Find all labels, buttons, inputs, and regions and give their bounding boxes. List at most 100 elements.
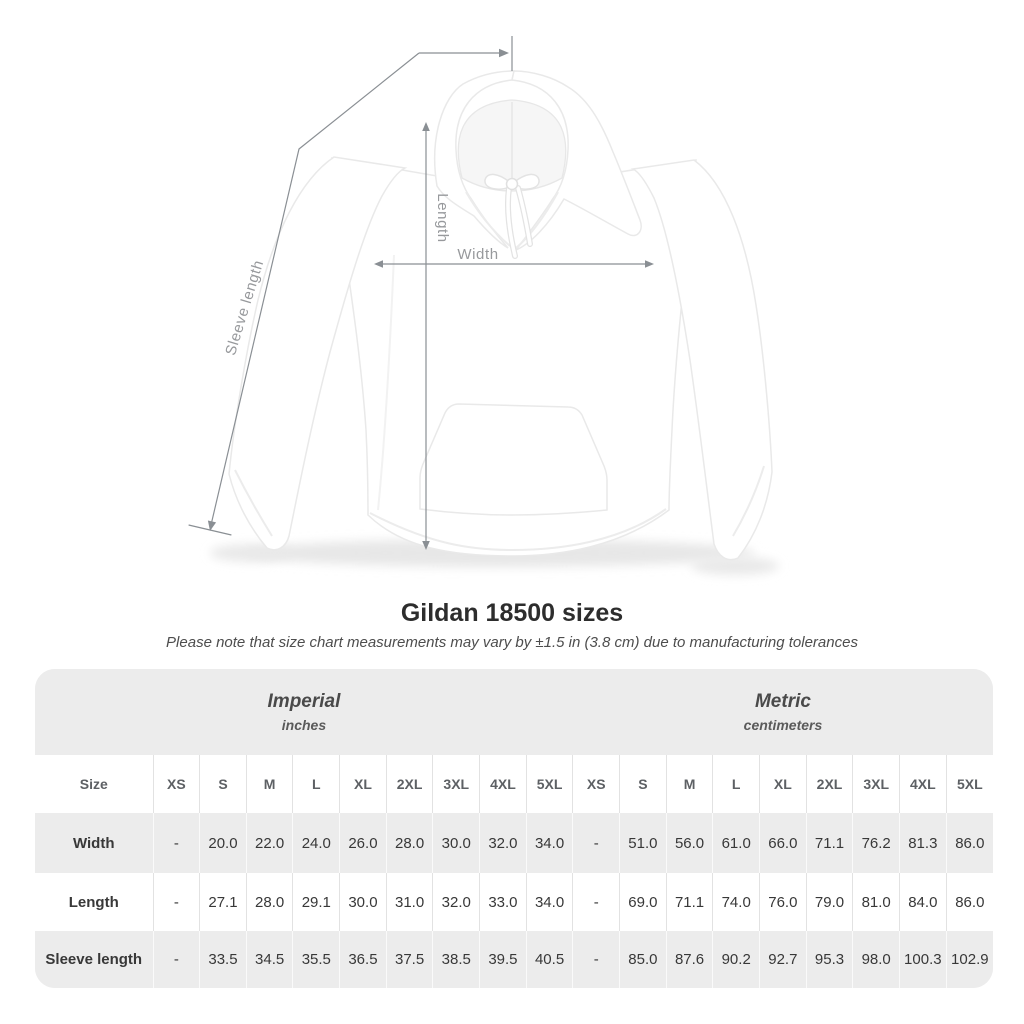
table-cell: 61.0 — [712, 813, 760, 873]
hood-rim-right — [515, 191, 559, 249]
size-col-header: 4XL — [899, 755, 947, 813]
table-cell: 102.9 — [945, 931, 993, 988]
table-cell: 33.5 — [199, 931, 247, 988]
table-cell: 74.0 — [712, 873, 760, 931]
size-table-container: Imperial inches Metric centimeters Size … — [35, 669, 993, 988]
table-cell: 31.0 — [385, 873, 433, 931]
table-cell: 37.5 — [385, 931, 433, 988]
size-col-header: S — [619, 755, 667, 813]
table-cell: 84.0 — [899, 873, 947, 931]
length-arrow — [422, 122, 430, 550]
table-cell: 100.3 — [899, 931, 947, 988]
hood-right-flap — [511, 70, 642, 252]
size-col-header: XS — [572, 755, 620, 813]
table-cell: 38.5 — [432, 931, 480, 988]
table-cell: 87.6 — [665, 931, 713, 988]
hoodie-measurement-diagram: Sleeve length Length Width — [188, 36, 779, 575]
hoodie-illustration — [228, 70, 773, 561]
table-cell: - — [152, 813, 200, 873]
size-table: Imperial inches Metric centimeters Size … — [35, 669, 993, 988]
table-cell: - — [152, 931, 200, 988]
size-col-header: L — [292, 755, 340, 813]
tolerance-note: Please note that size chart measurements… — [166, 634, 858, 651]
table-cell: 30.0 — [339, 873, 387, 931]
table-cell: - — [572, 931, 620, 988]
kangaroo-pocket — [419, 403, 608, 516]
table-cell: 34.0 — [525, 873, 573, 931]
hood-left-flap — [433, 70, 515, 249]
table-cell: 34.0 — [525, 813, 573, 873]
right-sleeve — [630, 159, 773, 561]
table-cell: 20.0 — [199, 813, 247, 873]
table-cell: 36.5 — [339, 931, 387, 988]
unit-header-imperial: Imperial inches — [35, 669, 573, 755]
table-cell: 26.0 — [339, 813, 387, 873]
table-cell: 32.0 — [479, 813, 527, 873]
row-label-sleeve-length: Sleeve length — [45, 951, 143, 968]
size-col-header: XL — [759, 755, 807, 813]
table-cell: 33.0 — [479, 873, 527, 931]
table-cell: 39.5 — [479, 931, 527, 988]
width-label: Width — [457, 246, 498, 263]
table-cell: 79.0 — [805, 873, 853, 931]
hem-seam — [369, 508, 667, 552]
table-cell: 56.0 — [665, 813, 713, 873]
size-col-header: M — [665, 755, 713, 813]
size-col-header: 5XL — [525, 755, 573, 813]
table-cell: 92.7 — [759, 931, 807, 988]
table-cell: 28.0 — [385, 813, 433, 873]
table-cell: 22.0 — [245, 813, 293, 873]
metric-title: Metric — [754, 691, 811, 712]
table-cell: 98.0 — [852, 931, 900, 988]
size-col-header: 2XL — [805, 755, 853, 813]
unit-header-metric: Metric centimeters — [572, 669, 993, 755]
row-label-length: Length — [68, 893, 119, 911]
size-header-row: Size XS S M L XL 2XL 3XL 4XL 5XL XS S M … — [35, 755, 993, 813]
table-cell: 28.0 — [245, 873, 293, 931]
size-col-header: 5XL — [945, 755, 993, 813]
table-cell: 51.0 — [619, 813, 667, 873]
table-cell: - — [152, 873, 200, 931]
length-label: Length — [434, 193, 451, 242]
size-col-header: 3XL — [432, 755, 480, 813]
sleeve-length-arrow — [188, 36, 513, 536]
page-title: Gildan 18500 sizes — [400, 599, 624, 627]
table-cell: 86.0 — [945, 873, 993, 931]
right-cuff-seam — [732, 465, 765, 537]
size-col-header: XS — [152, 755, 200, 813]
size-col-header: 3XL — [852, 755, 900, 813]
table-cell: 27.1 — [199, 873, 247, 931]
table-cell: 69.0 — [619, 873, 667, 931]
size-col-header: XL — [339, 755, 387, 813]
size-col-header: M — [245, 755, 293, 813]
size-col-header: S — [199, 755, 247, 813]
imperial-subtitle: inches — [281, 717, 327, 733]
drawstring-bow — [484, 173, 540, 259]
table-cell: 32.0 — [432, 873, 480, 931]
table-row-sleeve-length: Sleeve length - 33.5 34.5 35.5 36.5 37.5… — [35, 931, 993, 988]
table-cell: 81.3 — [899, 813, 947, 873]
table-cell: 66.0 — [759, 813, 807, 873]
size-header-label: Size — [79, 776, 108, 792]
table-cell: - — [572, 813, 620, 873]
row-label-width: Width — [72, 834, 115, 852]
width-arrow — [374, 260, 654, 268]
hood-rim-left — [465, 191, 511, 247]
table-cell: 40.5 — [525, 931, 573, 988]
table-cell: 86.0 — [945, 813, 993, 873]
table-cell: 76.0 — [759, 873, 807, 931]
imperial-title: Imperial — [267, 691, 341, 712]
metric-subtitle: centimeters — [743, 717, 823, 733]
table-cell: 81.0 — [852, 873, 900, 931]
left-cuff-seam — [234, 469, 273, 537]
size-col-header: 2XL — [385, 755, 433, 813]
size-col-header: 4XL — [479, 755, 527, 813]
table-cell: 29.1 — [292, 873, 340, 931]
table-cell: 85.0 — [619, 931, 667, 988]
table-cell: 30.0 — [432, 813, 480, 873]
table-cell: 76.2 — [852, 813, 900, 873]
table-cell: 95.3 — [805, 931, 853, 988]
table-row-width: Width - 20.0 22.0 24.0 26.0 28.0 30.0 32… — [35, 813, 993, 873]
table-cell: 24.0 — [292, 813, 340, 873]
table-cell: 71.1 — [805, 813, 853, 873]
